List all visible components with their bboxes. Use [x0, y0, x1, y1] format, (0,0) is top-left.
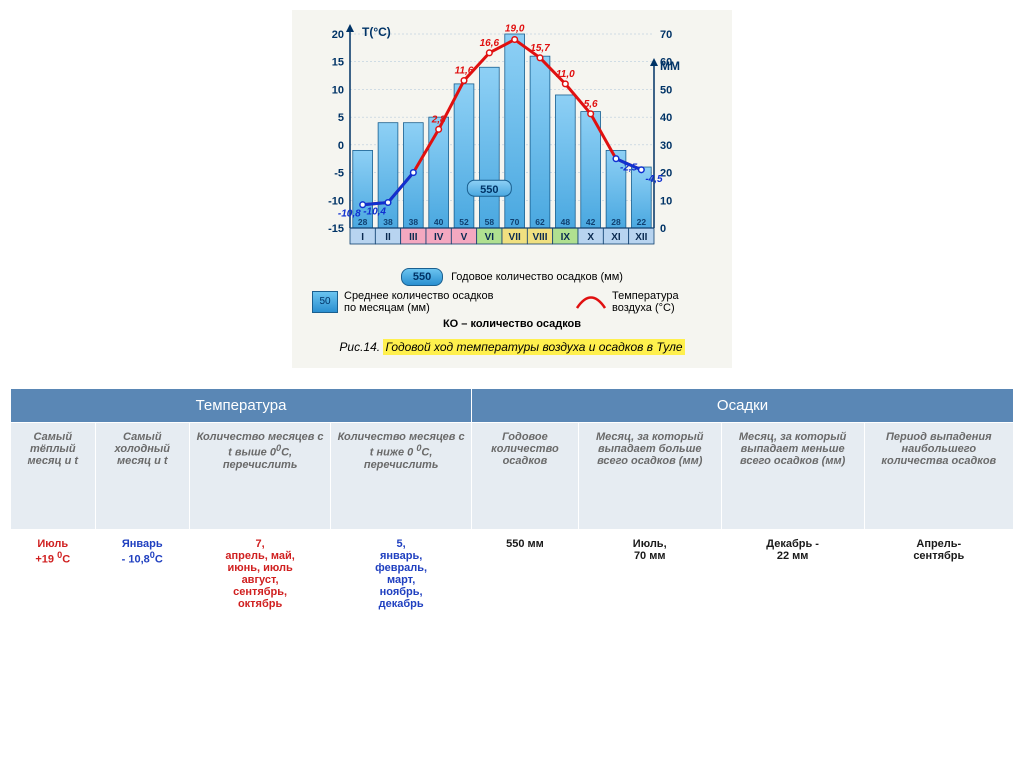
table-cell: Июль+19 0С	[11, 530, 96, 647]
legend-annual-badge: 550	[401, 268, 443, 286]
table-column-header: Месяц, за который выпадает больше всего …	[578, 423, 721, 530]
table-cell: 5,январь,февраль,март,ноябрь,декабрь	[331, 530, 472, 647]
legend-bar-label: Среднее количество осадков по месяцам (м…	[344, 290, 494, 314]
table-cell: 550 мм	[472, 530, 579, 647]
svg-text:30: 30	[660, 140, 672, 152]
chart-container: -15-10-505101520010203040506070Т(°С)ММ55…	[292, 10, 732, 368]
svg-text:19,0: 19,0	[505, 24, 525, 35]
chart-svg: -15-10-505101520010203040506070Т(°С)ММ55…	[302, 20, 702, 260]
svg-text:VII: VII	[509, 232, 521, 243]
svg-text:Т(°С): Т(°С)	[362, 25, 391, 39]
svg-text:-5: -5	[334, 168, 344, 180]
table-column-header: Количество месяцев с t ниже 0 0С, перечи…	[331, 423, 472, 530]
svg-text:-10,8: -10,8	[338, 209, 361, 220]
legend-annual-label: Годовое количество осадков (мм)	[451, 271, 623, 283]
table-column-header: Месяц, за который выпадает меньше всего …	[721, 423, 864, 530]
svg-text:70: 70	[510, 217, 520, 227]
svg-text:40: 40	[660, 112, 672, 124]
svg-text:-15: -15	[328, 223, 344, 235]
table-column-header: Количество месяцев с t выше 00С, перечис…	[190, 423, 331, 530]
svg-text:II: II	[385, 232, 391, 243]
svg-text:42: 42	[586, 217, 596, 227]
chart-legend: 550 Годовое количество осадков (мм) 50 С…	[302, 268, 722, 330]
climate-chart: -15-10-505101520010203040506070Т(°С)ММ55…	[302, 20, 702, 260]
svg-text:ММ: ММ	[660, 59, 680, 73]
svg-text:2,8: 2,8	[431, 114, 446, 125]
table-cell: 7,апрель, май,июнь, июльавгуст,сентябрь,…	[190, 530, 331, 647]
svg-text:-2,5: -2,5	[620, 163, 638, 174]
table-cell: Апрель-сентябрь	[864, 530, 1013, 647]
svg-text:0: 0	[338, 140, 344, 152]
table-group-header: Температура	[11, 389, 472, 423]
svg-text:38: 38	[409, 217, 419, 227]
table-group-header: Осадки	[472, 389, 1014, 423]
table-cell: Январь- 10,80С	[95, 530, 189, 647]
svg-text:70: 70	[660, 29, 672, 41]
svg-text:48: 48	[561, 217, 571, 227]
figure-caption: Рис.14. Годовой ход температуры воздуха …	[302, 336, 722, 358]
svg-text:52: 52	[459, 217, 469, 227]
svg-text:XII: XII	[635, 232, 647, 243]
svg-text:16,6: 16,6	[480, 38, 500, 49]
caption-prefix: Рис.14.	[339, 340, 380, 354]
svg-text:62: 62	[535, 217, 545, 227]
svg-text:-10: -10	[328, 195, 344, 207]
svg-text:VI: VI	[485, 232, 495, 243]
svg-text:X: X	[587, 232, 594, 243]
svg-text:III: III	[409, 232, 418, 243]
svg-text:I: I	[361, 232, 364, 243]
legend-curve-label: Температура воздуха (°С)	[612, 290, 712, 314]
svg-text:550: 550	[480, 184, 498, 196]
svg-text:IV: IV	[434, 232, 444, 243]
table-column-header: Самый тёплый месяц и t	[11, 423, 96, 530]
table-cell: Декабрь -22 мм	[721, 530, 864, 647]
svg-text:XI: XI	[611, 232, 621, 243]
svg-text:5: 5	[338, 112, 344, 124]
svg-text:22: 22	[637, 217, 647, 227]
svg-text:28: 28	[611, 217, 621, 227]
svg-text:11,6: 11,6	[455, 66, 474, 77]
chart-section: -15-10-505101520010203040506070Т(°С)ММ55…	[10, 10, 1014, 368]
caption-text: Годовой ход температуры воздуха и осадко…	[383, 339, 684, 355]
svg-text:15,7: 15,7	[530, 43, 550, 54]
svg-text:0: 0	[660, 223, 666, 235]
svg-text:VIII: VIII	[532, 232, 547, 243]
legend-bar-swatch: 50	[312, 291, 338, 313]
table-column-header: Период выпадения наибольшего количества …	[864, 423, 1013, 530]
ko-note: КО – количество осадков	[302, 318, 722, 330]
svg-text:10: 10	[660, 195, 672, 207]
svg-text:38: 38	[383, 217, 393, 227]
svg-text:10: 10	[332, 84, 344, 96]
svg-text:IX: IX	[561, 232, 571, 243]
legend-curve-icon	[576, 295, 606, 309]
table-column-header: Годовое количество осадков	[472, 423, 579, 530]
svg-text:15: 15	[332, 57, 344, 69]
svg-text:40: 40	[434, 217, 444, 227]
svg-text:V: V	[461, 232, 468, 243]
svg-text:20: 20	[332, 29, 344, 41]
svg-text:58: 58	[485, 217, 495, 227]
svg-text:11,0: 11,0	[556, 69, 575, 80]
svg-text:5,6: 5,6	[584, 99, 598, 110]
table-cell: Июль,70 мм	[578, 530, 721, 647]
climate-table: ТемператураОсадки Самый тёплый месяц и t…	[10, 388, 1014, 647]
svg-text:-4,5: -4,5	[645, 174, 663, 185]
svg-text:50: 50	[660, 84, 672, 96]
svg-text:-10,4: -10,4	[363, 207, 386, 218]
table-column-header: Самый холодный месяц и t	[95, 423, 189, 530]
